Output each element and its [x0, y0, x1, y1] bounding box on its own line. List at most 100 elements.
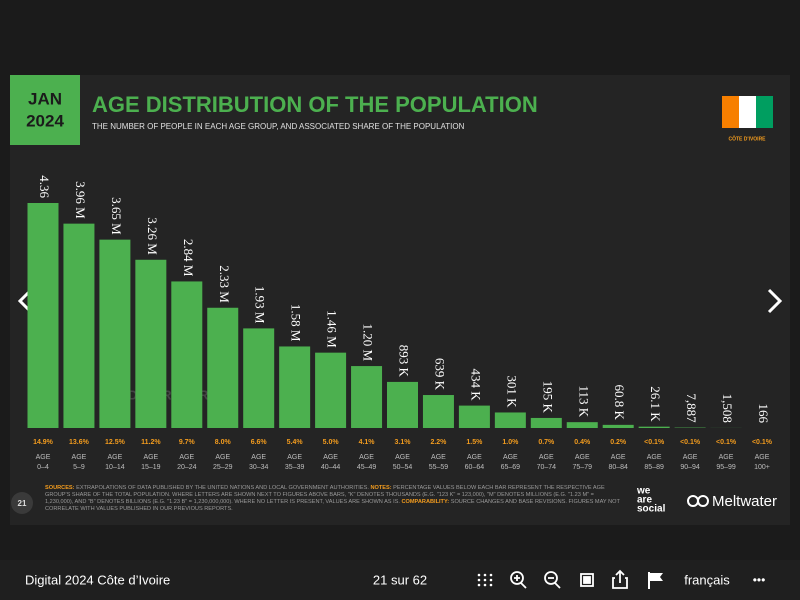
value-label: 7,887 [684, 393, 699, 423]
zoom-out-button[interactable] [544, 571, 561, 589]
x-tick-prefix: AGE [683, 454, 698, 461]
share-label: 6.6% [251, 439, 268, 446]
bar [243, 328, 275, 428]
value-label: 4.36 [37, 175, 52, 198]
x-tick-label: 70–74 [537, 464, 557, 471]
grid-view-button[interactable] [477, 573, 493, 587]
bar [207, 307, 239, 428]
value-label: 2.84 M [181, 239, 196, 277]
x-tick-prefix: AGE [395, 454, 410, 461]
share-label: 3.1% [395, 439, 412, 446]
x-tick-label: 85–89 [644, 464, 664, 471]
share-label: 14.9% [33, 439, 54, 446]
bar [458, 405, 490, 428]
value-label: 1.20 M [361, 324, 376, 362]
bar [602, 424, 634, 428]
bar [63, 223, 95, 428]
report-button[interactable] [648, 572, 663, 589]
x-tick-label: 30–34 [249, 464, 269, 471]
x-tick-prefix: AGE [755, 454, 770, 461]
share-label: 8.0% [215, 439, 232, 446]
x-tick-label: 10–14 [105, 464, 125, 471]
x-tick-prefix: AGE [503, 454, 518, 461]
share-label: 5.0% [323, 439, 340, 446]
value-label: 60.8 K [612, 384, 627, 420]
x-tick-prefix: AGE [431, 454, 446, 461]
x-tick-prefix: AGE [647, 454, 662, 461]
page-badge [11, 492, 33, 514]
x-tick-prefix: AGE [611, 454, 626, 461]
brand-meltwater: Meltwater [712, 493, 777, 510]
more-button[interactable]: ••• [753, 573, 766, 587]
date-box [10, 75, 80, 145]
language-button[interactable]: français [684, 572, 730, 587]
prev-slide[interactable] [17, 288, 33, 314]
bar [351, 366, 383, 428]
value-label: 1.58 M [289, 304, 304, 342]
share-label: 0.7% [538, 439, 555, 446]
note-label: SOURCES: [45, 485, 75, 491]
slide-subtitle: THE NUMBER OF PEOPLE IN EACH AGE GROUP, … [92, 122, 465, 131]
share-label: <0.1% [716, 439, 737, 446]
x-tick-label: 15–19 [141, 464, 161, 471]
note-label: NOTES: [370, 485, 392, 491]
note-text: SOURCE CHANGES AND BASE REVISIONS. FIGUR… [45, 499, 620, 512]
bar [315, 352, 347, 428]
zoom-in-button[interactable] [510, 571, 527, 589]
x-tick-label: 95–99 [716, 464, 736, 471]
x-tick-prefix: AGE [539, 454, 554, 461]
share-label: 2.2% [430, 439, 447, 446]
value-label: 893 K [397, 345, 412, 378]
value-label: 3.96 M [73, 181, 88, 219]
flag [722, 96, 773, 128]
x-tick-label: 0–4 [37, 464, 49, 471]
x-tick-label: 35–39 [285, 464, 305, 471]
page-indicator: 21 sur 62 [373, 572, 427, 587]
x-tick-prefix: AGE [323, 454, 338, 461]
next-slide[interactable] [767, 288, 783, 314]
share-label: 11.2% [141, 439, 161, 446]
x-tick-prefix: AGE [72, 454, 87, 461]
x-tick-label: 5–9 [73, 464, 85, 471]
brand-line: social [637, 504, 666, 515]
share-label: 5.4% [287, 439, 304, 446]
page-number: 21 [18, 499, 27, 508]
x-tick-label: 60–64 [465, 464, 485, 471]
share-label: 1.5% [466, 439, 483, 446]
x-tick-label: 55–59 [429, 464, 449, 471]
note-label: COMPARABILITY: [401, 499, 450, 505]
x-tick-prefix: AGE [467, 454, 482, 461]
x-tick-prefix: AGE [108, 454, 123, 461]
document-title: Digital 2024 Côte d’Ivoire [25, 572, 170, 587]
date-year: 2024 [26, 111, 64, 130]
value-label: 166 [756, 403, 771, 423]
x-tick-label: 25–29 [213, 464, 233, 471]
x-tick-prefix: AGE [143, 454, 158, 461]
meltwater-logo [687, 495, 709, 507]
x-tick-prefix: AGE [36, 454, 51, 461]
x-tick-label: 40–44 [321, 464, 341, 471]
flag-stripe [722, 96, 739, 128]
value-label: 3.26 M [145, 217, 160, 255]
country-label: CÔTE D'IVOIRE [728, 134, 766, 142]
x-tick-label: 65–69 [501, 464, 521, 471]
bar [171, 281, 203, 428]
share-label: 13.6% [69, 439, 90, 446]
bar [638, 426, 670, 428]
x-tick-label: 90–94 [680, 464, 700, 471]
share-label: <0.1% [644, 439, 665, 446]
value-label: 195 K [540, 381, 555, 414]
toolbar [0, 560, 800, 600]
x-tick-label: 75–79 [573, 464, 593, 471]
footnotes: SOURCES: EXTRAPOLATIONS OF DATA PUBLISHE… [45, 485, 620, 513]
share-button[interactable] [612, 569, 628, 589]
share-label: 9.7% [179, 439, 196, 446]
fullscreen-button[interactable] [580, 573, 594, 587]
share-label: 0.2% [610, 439, 627, 446]
x-tick-prefix: AGE [719, 454, 734, 461]
bar [279, 346, 311, 428]
value-label: 26.1 K [648, 386, 663, 422]
x-tick-prefix: AGE [179, 454, 194, 461]
